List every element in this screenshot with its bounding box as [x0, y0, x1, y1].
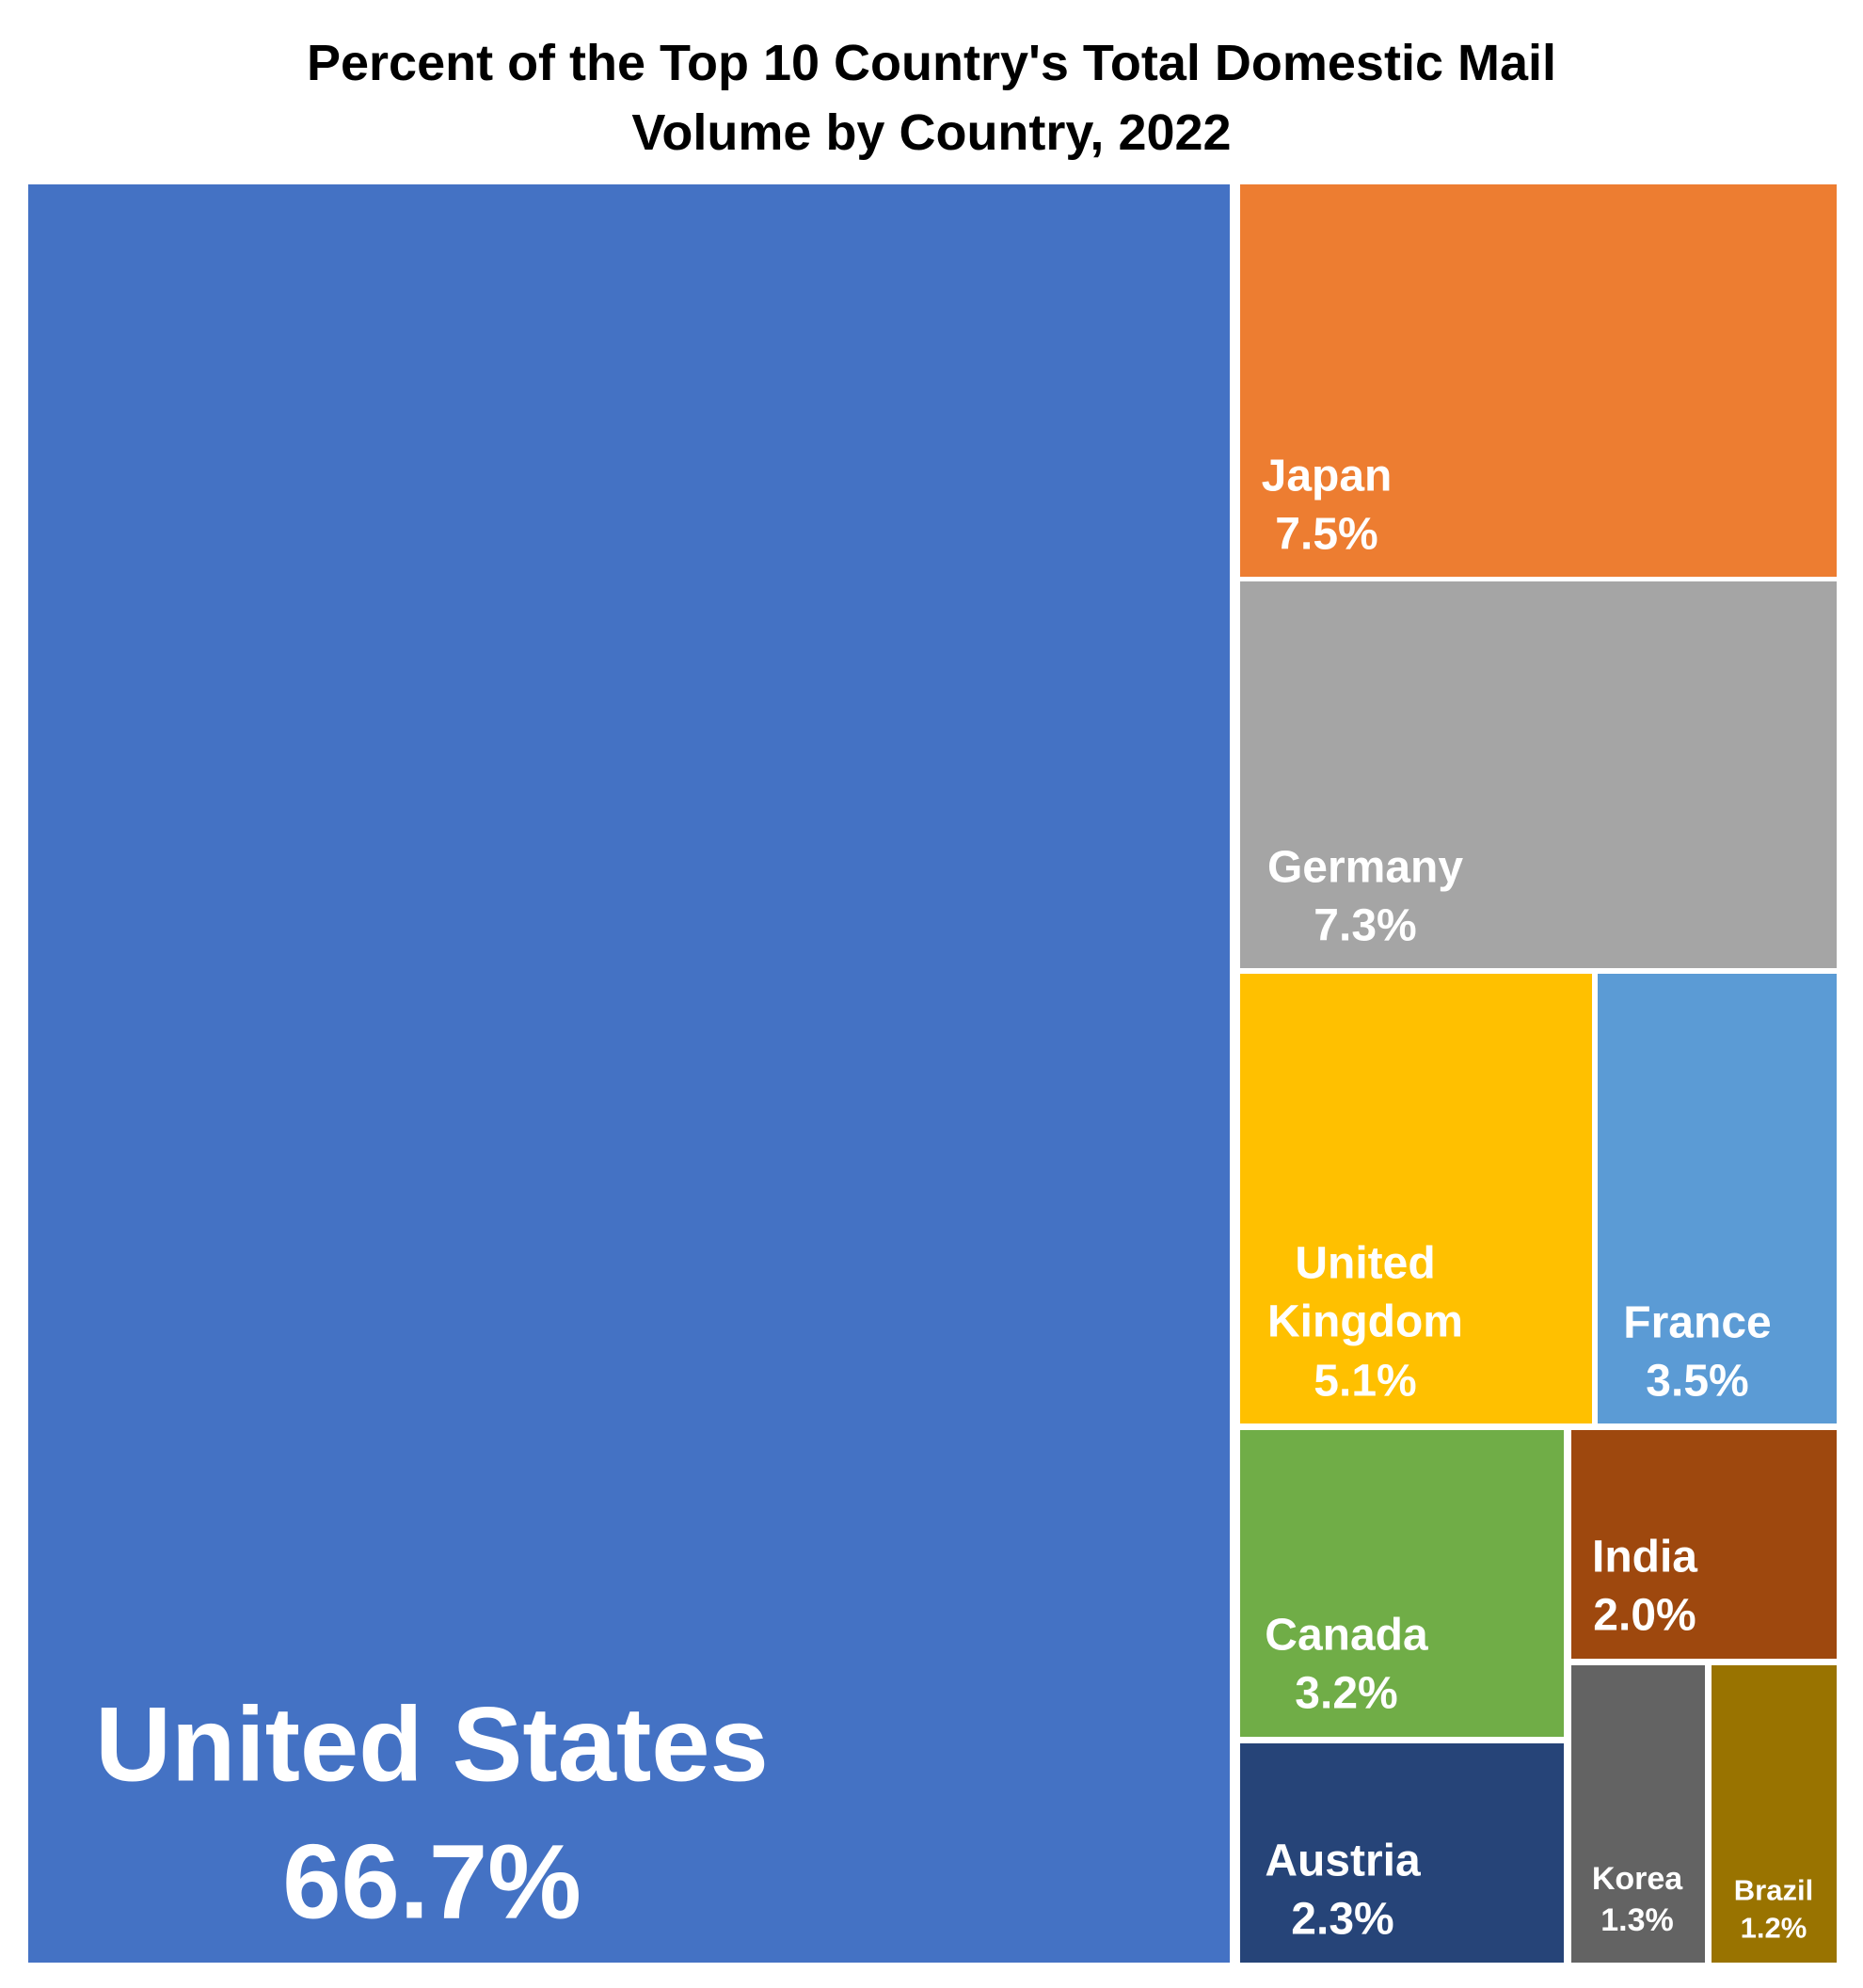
tile-name: United [1295, 1238, 1436, 1289]
treemap-tile-brazil [1712, 1665, 1837, 1963]
tile-label: Brazil 1.2% [1734, 1872, 1813, 1948]
tile-value: 7.3% [1314, 901, 1417, 951]
tile-name: Canada [1265, 1610, 1428, 1661]
tile-name: United States [95, 1685, 769, 1804]
tile-value: 66.7% [282, 1822, 581, 1940]
tile-value: 7.5% [1275, 510, 1378, 560]
tile-value: 1.2% [1740, 1912, 1807, 1945]
treemap-tile-germany [1240, 581, 1837, 968]
tile-name: Kingdom [1267, 1296, 1463, 1347]
treemap-tile-korea [1571, 1665, 1705, 1963]
tile-name: France [1623, 1297, 1772, 1348]
tile-label: United States 66.7% [95, 1676, 769, 1949]
tile-label: United Kingdom 5.1% [1267, 1234, 1463, 1410]
treemap-tile-united-kingdom [1240, 974, 1592, 1423]
tile-name: Austria [1265, 1836, 1421, 1886]
treemap-tile-canada [1240, 1430, 1564, 1737]
chart-title: Percent of the Top 10 Country's Total Do… [0, 28, 1863, 167]
tile-label: India 2.0% [1592, 1529, 1697, 1646]
tile-value: 3.2% [1295, 1669, 1398, 1719]
tile-label: Austria 2.3% [1265, 1833, 1420, 1950]
treemap-tile-united-states [28, 184, 1230, 1963]
tile-label: Germany 7.3% [1267, 839, 1463, 957]
tile-value: 2.0% [1593, 1591, 1696, 1641]
tile-label: France 3.5% [1623, 1295, 1771, 1412]
tile-label: Korea 1.3% [1592, 1858, 1682, 1941]
tile-value: 1.3% [1600, 1902, 1674, 1938]
tile-name: Korea [1591, 1860, 1683, 1897]
tile-value: 3.5% [1646, 1357, 1749, 1407]
treemap-tile-austria [1240, 1743, 1564, 1963]
tile-value: 5.1% [1314, 1356, 1417, 1407]
tile-value: 2.3% [1291, 1895, 1394, 1945]
tile-name: India [1591, 1532, 1698, 1582]
chart-title-line: Percent of the Top 10 Country's Total Do… [306, 35, 1557, 91]
tile-label: Japan 7.5% [1262, 448, 1393, 565]
tile-name: Japan [1261, 451, 1393, 501]
treemap-tile-india [1571, 1430, 1837, 1659]
treemap-tile-france [1598, 974, 1837, 1423]
tile-name: Brazil [1733, 1873, 1814, 1907]
tile-label: Canada 3.2% [1265, 1607, 1427, 1725]
treemap-tile-japan [1240, 184, 1837, 577]
chart-title-line: Volume by Country, 2022 [631, 104, 1232, 161]
tile-name: Germany [1266, 842, 1464, 893]
